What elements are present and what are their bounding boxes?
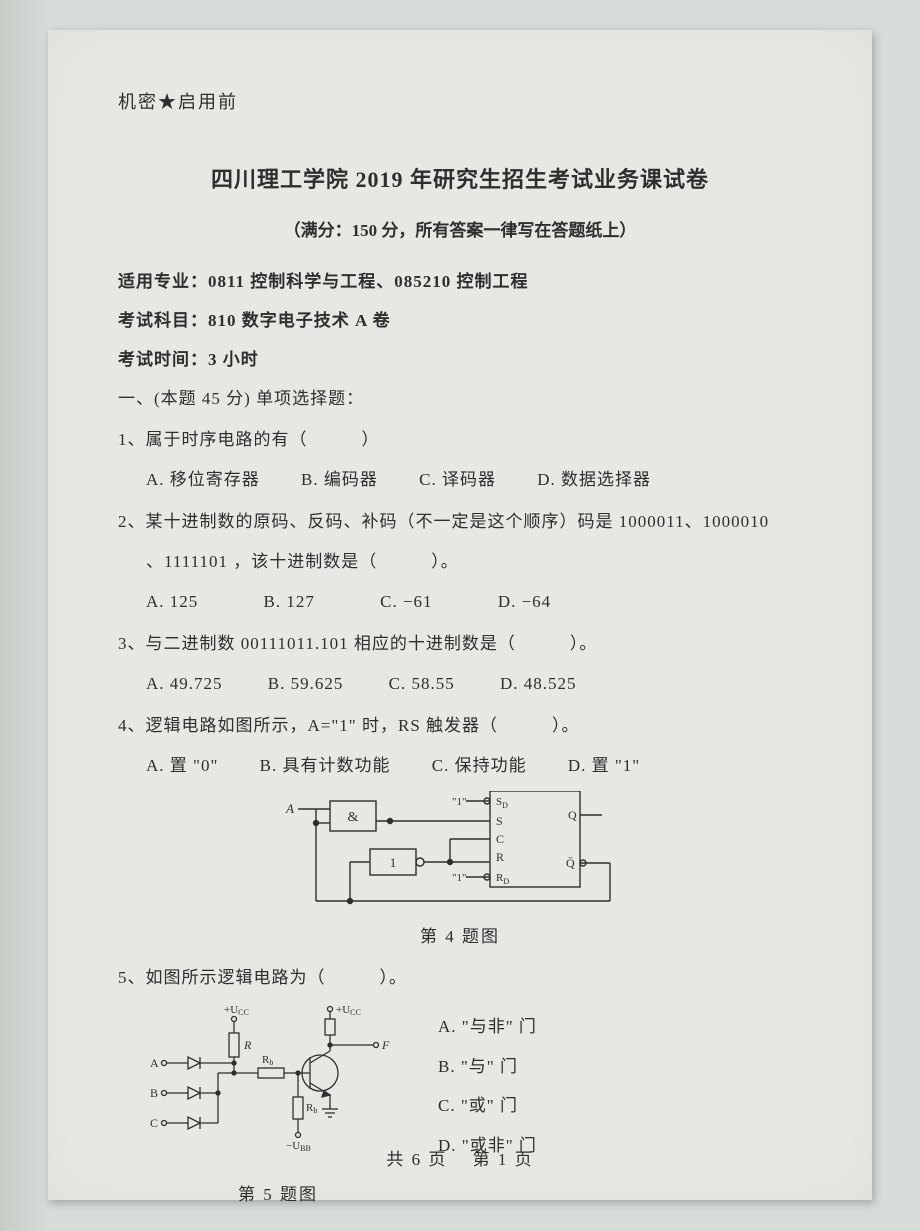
svg-text:RD: RD [496, 872, 509, 886]
svg-text:C: C [496, 832, 504, 846]
major-line: 适用专业：0811 控制科学与工程、085210 控制工程 [118, 267, 802, 292]
q1-stem: 1、属于时序电路的有（ ） [118, 423, 802, 457]
duration-line: 考试时间：3 小时 [118, 345, 802, 370]
q1-opt-d: D. 数据选择器 [537, 463, 651, 497]
q4-caption: 第 4 题图 [118, 922, 802, 947]
exam-page: 机密★启用前 四川理工学院 2019 年研究生招生考试业务课试卷 （满分：150… [48, 30, 872, 1200]
q5-options: A. "与非" 门 B. "与" 门 C. "或" 门 D. "或非" 门 [438, 1001, 537, 1168]
q4-opt-b: B. 具有计数功能 [260, 749, 391, 783]
q2-opt-a: A. 125 [146, 585, 198, 619]
svg-text:R: R [243, 1038, 252, 1052]
svg-text:"1": "1" [452, 796, 466, 808]
q2-stem-line1: 2、某十进制数的原码、反码、补码（不一定是这个顺序）码是 1000011、100… [118, 505, 802, 539]
q4-opt-a: A. 置 "0" [146, 749, 218, 783]
q4-diagram: & 1 SD "1" S C R RD [118, 791, 802, 916]
q2-stem-line2: 、1111101 ，该十进制数是（ ）。 [118, 545, 802, 579]
svg-text:F: F [381, 1038, 390, 1052]
svg-text:S: S [496, 814, 503, 828]
q2-opt-d: D. −64 [498, 585, 551, 619]
q5-caption: 第 5 题图 [148, 1180, 408, 1205]
q1-options: A. 移位寄存器 B. 编码器 C. 译码器 D. 数据选择器 [118, 463, 802, 497]
q1-opt-b: B. 编码器 [301, 463, 378, 497]
page-footer: 共 6 页 第 1 页 [48, 1145, 872, 1170]
q5-opt-b: B. "与" 门 [438, 1049, 537, 1085]
q3-opt-b: B. 59.625 [268, 667, 344, 701]
q5-stem: 5、如图所示逻辑电路为（ ）。 [118, 961, 802, 995]
page-left-shadow [0, 0, 48, 1231]
q4-opt-c: C. 保持功能 [432, 749, 527, 783]
section1-heading: 一、(本题 45 分) 单项选择题： [118, 384, 802, 409]
svg-text:1: 1 [390, 855, 397, 870]
svg-text:R: R [496, 850, 504, 864]
q3-stem: 3、与二进制数 00111011.101 相应的十进制数是（ ）。 [118, 627, 802, 661]
svg-text:+UCC: +UCC [224, 1004, 249, 1017]
q4-options: A. 置 "0" B. 具有计数功能 C. 保持功能 D. 置 "1" [118, 749, 802, 783]
q2-opt-c: C. −61 [380, 585, 432, 619]
q3-opt-a: A. 49.725 [146, 667, 223, 701]
svg-text:Q: Q [568, 808, 577, 822]
svg-text:A: A [150, 1056, 159, 1070]
svg-text:B: B [150, 1086, 158, 1100]
q2-opt-b: B. 127 [264, 585, 315, 619]
exam-subtitle: （满分：150 分，所有答案一律写在答题纸上） [118, 216, 802, 241]
q5-row: +UCC R A B [118, 1001, 802, 1205]
svg-text:Rb: Rb [262, 1054, 273, 1067]
svg-text:C: C [150, 1116, 158, 1130]
q3-opt-c: C. 58.55 [389, 667, 455, 701]
q5-opt-c: C. "或" 门 [438, 1088, 537, 1124]
q4-opt-d: D. 置 "1" [568, 749, 640, 783]
svg-text:+UCC: +UCC [336, 1004, 361, 1017]
svg-text:&: & [348, 810, 359, 825]
q3-opt-d: D. 48.525 [500, 667, 577, 701]
svg-text:Rb: Rb [306, 1102, 317, 1115]
q1-opt-c: C. 译码器 [419, 463, 496, 497]
confidential-label: 机密★启用前 [118, 88, 802, 114]
svg-text:SD: SD [496, 796, 508, 810]
q2-options: A. 125 B. 127 C. −61 D. −64 [118, 585, 802, 619]
svg-text:"1": "1" [452, 872, 466, 884]
subject-line: 考试科目：810 数字电子技术 A 卷 [118, 306, 802, 331]
q5-diagram: +UCC R A B [148, 1001, 408, 1205]
svg-text:A: A [285, 801, 294, 816]
q1-opt-a: A. 移位寄存器 [146, 463, 260, 497]
q5-opt-a: A. "与非" 门 [438, 1009, 537, 1045]
q3-options: A. 49.725 B. 59.625 C. 58.55 D. 48.525 [118, 667, 802, 701]
exam-title: 四川理工学院 2019 年研究生招生考试业务课试卷 [118, 162, 802, 194]
q4-stem: 4、逻辑电路如图所示，A="1" 时，RS 触发器（ ）。 [118, 709, 802, 743]
svg-text:Q̄: Q̄ [566, 856, 575, 870]
